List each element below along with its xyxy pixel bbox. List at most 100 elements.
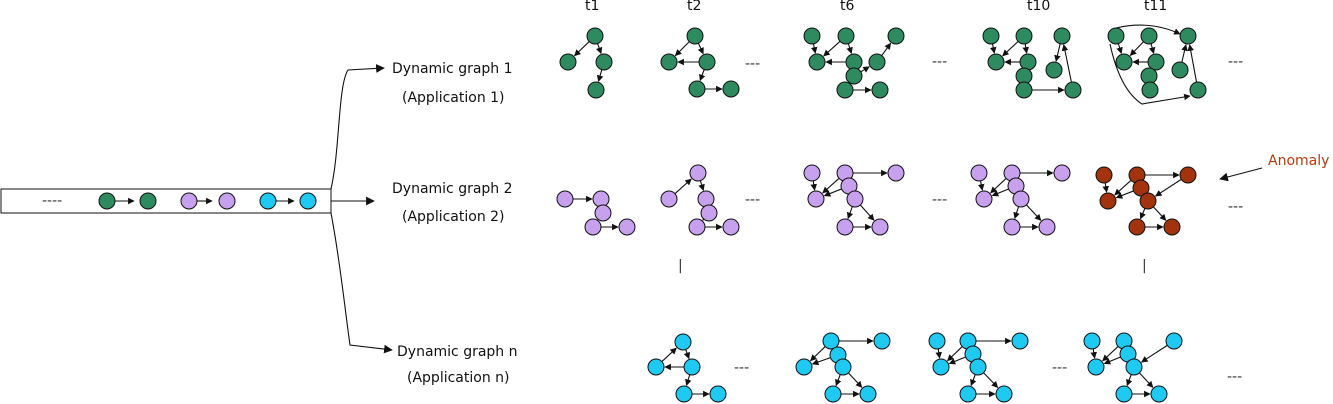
graph-node [1147, 53, 1165, 71]
graph-node [871, 81, 889, 99]
graph-node [1053, 27, 1071, 45]
graph-node [595, 53, 613, 71]
row-1-ellipsis-c: --- [1228, 54, 1243, 70]
graph-edge [977, 180, 985, 191]
graph-node [618, 218, 636, 236]
graph-node [1189, 81, 1207, 99]
graph-node [722, 80, 740, 98]
graph-node [559, 53, 577, 71]
graph-edge [1109, 43, 1191, 105]
time-label-t11: t11 [1144, 0, 1167, 14]
graph-edge [935, 348, 942, 359]
graph-row2-t1 [556, 190, 636, 236]
graph-edge [970, 374, 977, 387]
graph-snapshots [556, 24, 1207, 403]
graph-node [1095, 166, 1113, 184]
graph-row2-t10 [970, 164, 1071, 236]
graph-node [969, 358, 987, 376]
event-stream: ---- [0, 188, 332, 214]
graph-edge [810, 43, 818, 54]
stream-node-cyan-1 [259, 192, 277, 210]
row-n-subtitle: (Application n) [407, 370, 509, 386]
graph-node [1087, 358, 1105, 376]
graph-node [959, 385, 977, 403]
graph-edge [1002, 41, 1019, 57]
graph-node [1107, 27, 1125, 45]
graph-node [807, 190, 825, 208]
graph-node [674, 333, 692, 351]
graph-node [1099, 192, 1117, 210]
graph-rown-b [795, 332, 891, 403]
graph-node [1012, 190, 1030, 208]
graph-node [1179, 166, 1197, 184]
graph-edge [685, 374, 692, 387]
graph-node [995, 385, 1013, 403]
graph-node [688, 80, 706, 98]
graph-node [586, 27, 604, 45]
graph-edge [1139, 208, 1146, 220]
graph-edge [810, 180, 817, 191]
graph-edge [846, 206, 854, 220]
graph-node [824, 385, 842, 403]
stream-node-purple-2 [218, 192, 236, 210]
graph-node [700, 204, 718, 222]
graph-node [660, 53, 678, 71]
stream-node-green-1 [98, 192, 116, 210]
graph-edge [860, 66, 870, 73]
routing-arrows [330, 64, 393, 354]
graph-edge [1187, 44, 1198, 83]
vertical-ellipsis-left: | [678, 258, 683, 274]
graph-node [1045, 61, 1063, 79]
graph-node [982, 27, 1000, 45]
graph-node [1038, 218, 1056, 236]
time-label-t10: t10 [1027, 0, 1050, 14]
graph-node [1150, 385, 1168, 403]
graph-node [556, 190, 574, 208]
graph-edge [991, 188, 1009, 197]
graph-edge [674, 41, 690, 57]
graph-rown-c [928, 332, 1029, 403]
graph-node [1003, 218, 1021, 236]
graph-node [688, 218, 706, 236]
stream-node-purple-1 [180, 192, 198, 210]
graph-node [594, 204, 612, 222]
graph-edge [1126, 374, 1133, 387]
graph-node [1171, 61, 1189, 79]
graph-edge [1022, 43, 1029, 54]
graph-edge [1115, 190, 1134, 199]
graph-node [1053, 164, 1071, 182]
graph-edge [989, 43, 997, 54]
graph-row1-t1 [559, 27, 613, 99]
stream-node-cyan-2 [299, 192, 317, 210]
graph-node [675, 385, 693, 403]
graph-node [1064, 81, 1082, 99]
graph-node [1128, 218, 1146, 236]
graph-node [709, 385, 727, 403]
graph-edge [811, 357, 831, 366]
row-n-ellipsis-b: --- [1052, 360, 1067, 376]
graph-row1-t6 [803, 27, 905, 99]
graph-row2-t6 [803, 164, 905, 236]
ellipses: --- --- --- --- --- --- --- --- --- | | [678, 54, 1243, 385]
graph-edge [683, 349, 691, 360]
graph-edge [1061, 44, 1072, 83]
graph-edge [574, 41, 590, 57]
graph-node [1179, 27, 1197, 45]
graph-node [1141, 81, 1159, 99]
graph-edge [1116, 43, 1123, 55]
graph-edge [699, 69, 706, 82]
graph-node [1125, 358, 1143, 376]
graph-node [1115, 385, 1133, 403]
graph-node [887, 164, 905, 182]
graph-edge [1026, 204, 1042, 221]
graph-node [689, 164, 707, 182]
graph-edge [674, 178, 692, 195]
graph-node [987, 53, 1005, 71]
graph-node [873, 332, 891, 350]
graph-node [683, 358, 701, 376]
graph-row1-t11 [1107, 24, 1207, 105]
row-labels: Dynamic graph 1 (Application 1) Dynamic … [392, 61, 518, 386]
row-n-title: Dynamic graph n [397, 344, 518, 360]
graph-node [1163, 218, 1181, 236]
graph-edge [1090, 348, 1097, 359]
